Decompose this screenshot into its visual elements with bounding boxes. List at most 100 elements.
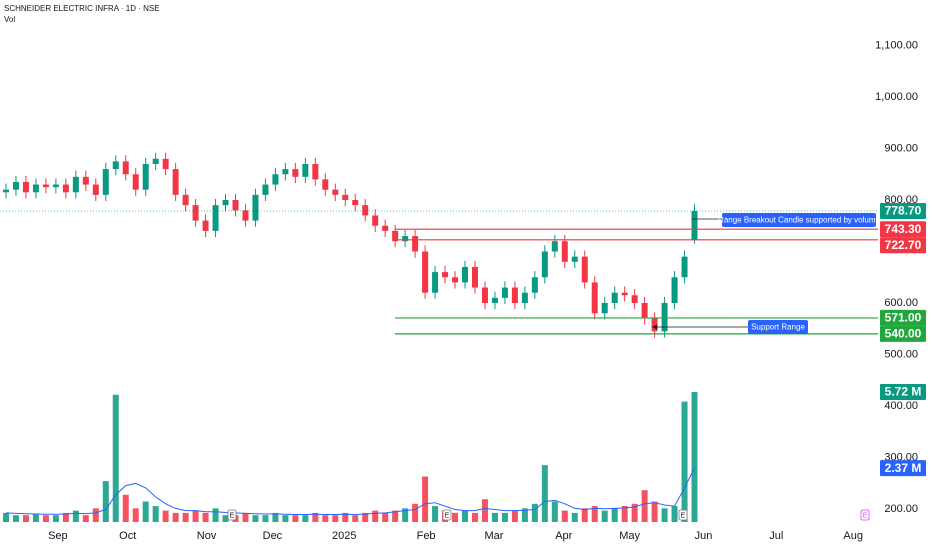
candle-body (212, 205, 219, 231)
volume-bar (471, 512, 478, 522)
y-tick-label: 200.00 (884, 503, 918, 515)
volume-bar (581, 508, 588, 522)
volume-bar (452, 512, 459, 522)
candle-body (242, 210, 249, 221)
volume-bar (462, 510, 469, 522)
event-marker: E (445, 512, 450, 519)
volume-bar (132, 508, 139, 522)
volume-bar (302, 515, 309, 522)
candle-body (102, 169, 109, 195)
candle-body (671, 277, 678, 303)
volume-bar (12, 515, 19, 522)
annotation: Range Breakout Candle supported by volum… (718, 216, 880, 225)
volume-ma-line (5, 467, 695, 516)
volume-bar (561, 510, 568, 522)
event-marker: E (863, 512, 868, 519)
volume-bar (501, 512, 508, 522)
volume-bar (102, 481, 109, 522)
candle-body (352, 200, 359, 206)
x-tick-label: Aug (843, 530, 863, 542)
candle-body (112, 161, 119, 170)
candle-body (422, 251, 429, 293)
candle-body (412, 236, 419, 252)
volume-bar (432, 506, 439, 522)
candle-body (611, 292, 618, 303)
candle-body (132, 174, 139, 190)
volume-bar (312, 512, 319, 522)
volume-bar (521, 508, 528, 522)
volume-bar (362, 512, 369, 522)
level-label: 540.00 (885, 327, 922, 341)
candle-body (182, 194, 189, 206)
level-label-box (880, 309, 926, 326)
candle-body (152, 158, 159, 164)
candle-body (531, 277, 538, 293)
volume-bar (571, 512, 578, 522)
volume-bar (2, 512, 9, 522)
candle-body (541, 251, 548, 278)
volume-bar (212, 508, 219, 522)
x-tick-label: Jul (769, 530, 783, 542)
x-tick-label: Apr (555, 530, 572, 542)
candle-body (601, 303, 608, 314)
volume-bar (691, 392, 698, 522)
candle-body (272, 174, 279, 185)
volume-bar (52, 515, 59, 522)
volume-bar (42, 515, 49, 522)
annotation-box (748, 320, 808, 334)
level-label-box (880, 325, 926, 342)
volume-bar (382, 512, 389, 522)
y-tick-label: 1,000.00 (875, 91, 918, 103)
volume-bar (611, 508, 618, 522)
volume-bar (182, 512, 189, 522)
volume-ma-label: 2.37 M (885, 461, 922, 475)
volume-label: Vol (4, 15, 15, 24)
event-marker: E (230, 512, 235, 519)
candle-body (511, 287, 518, 303)
event-marker-box (442, 509, 452, 521)
volume-bar (22, 515, 29, 522)
candle-body (581, 256, 588, 283)
volume-bar (671, 506, 678, 522)
volume-bar (621, 506, 628, 522)
y-tick-label: 900.00 (884, 142, 918, 154)
volume-bar (262, 515, 269, 522)
last-price-label-box (880, 202, 926, 219)
candle-body (621, 292, 628, 296)
volume-ma-label-box (880, 460, 926, 477)
candle-body (452, 277, 459, 283)
volume-bar (142, 501, 149, 522)
annotation: Support Range (751, 323, 805, 332)
volume-last-label: 5.72 M (885, 385, 922, 399)
volume-bar (252, 515, 259, 522)
volume-last-label-box (880, 384, 926, 400)
candle-body (202, 220, 209, 231)
candle-body (561, 241, 568, 262)
candle-body (32, 184, 39, 193)
candle-body (92, 184, 99, 195)
candle-body (322, 179, 329, 190)
volume-bar (282, 515, 289, 522)
volume-bar (661, 508, 668, 522)
volume-bar (122, 494, 129, 522)
volume-bar (62, 512, 69, 522)
volume-bar (651, 501, 658, 522)
y-tick-label: 500.00 (884, 348, 918, 360)
level-label-box (880, 221, 926, 238)
x-tick-label: Mar (484, 530, 503, 542)
candle-body (232, 200, 239, 211)
annotation-arrow (652, 324, 657, 330)
volume-bar (162, 510, 169, 522)
candle-body (2, 189, 9, 193)
candle-body (332, 189, 339, 195)
level-label: 743.30 (885, 222, 922, 236)
candle-body (82, 176, 89, 185)
candle-body (462, 266, 469, 283)
volume-bar (172, 512, 179, 522)
candle-body (192, 205, 199, 221)
volume-bar (491, 512, 498, 522)
event-marker-box (860, 509, 870, 521)
candle-body (591, 282, 598, 314)
volume-bar (92, 508, 99, 522)
